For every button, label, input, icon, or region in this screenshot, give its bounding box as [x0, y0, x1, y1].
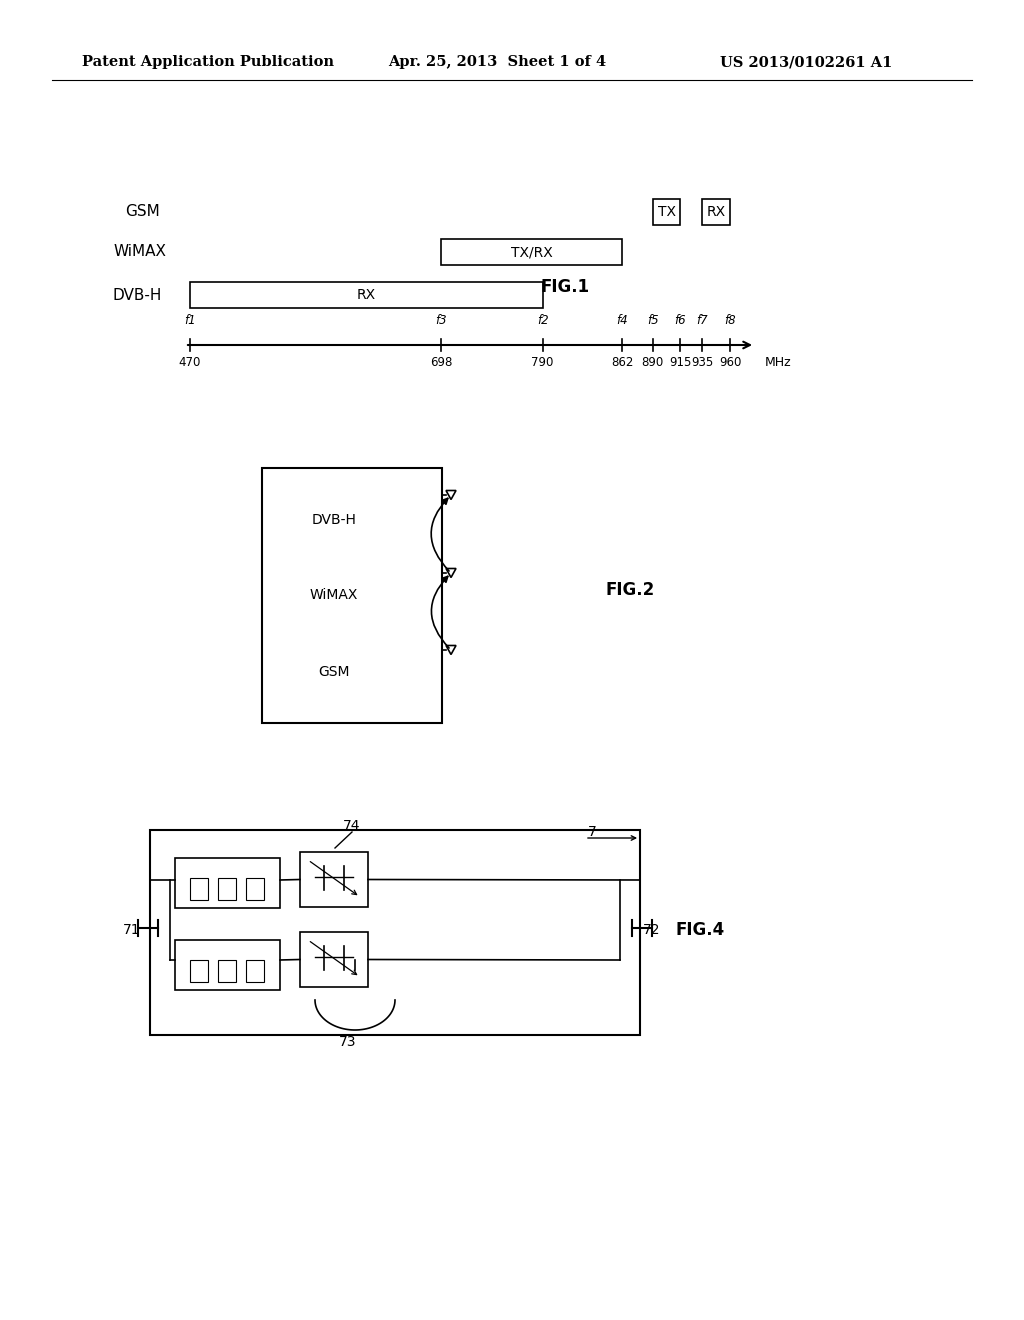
- Bar: [702, 199, 730, 224]
- Text: f7: f7: [696, 314, 709, 326]
- Text: 71: 71: [123, 923, 141, 937]
- Text: TX: TX: [657, 205, 676, 219]
- Bar: [653, 199, 680, 224]
- Text: 790: 790: [531, 356, 554, 370]
- Text: RX: RX: [707, 205, 726, 219]
- Text: MHz: MHz: [765, 356, 792, 370]
- FancyArrowPatch shape: [431, 499, 450, 572]
- Bar: [262, 469, 442, 723]
- Text: US 2013/0102261 A1: US 2013/0102261 A1: [720, 55, 892, 69]
- Bar: [175, 858, 280, 908]
- Text: 960: 960: [719, 356, 741, 370]
- Text: FIG.2: FIG.2: [605, 581, 654, 599]
- Text: RX: RX: [356, 288, 376, 302]
- Text: 72: 72: [643, 923, 660, 937]
- FancyArrowPatch shape: [431, 577, 450, 648]
- Bar: [218, 878, 236, 900]
- Bar: [150, 830, 640, 1035]
- Text: f3: f3: [435, 314, 447, 326]
- Bar: [300, 851, 368, 907]
- Text: 698: 698: [430, 356, 453, 370]
- Text: f4: f4: [616, 314, 628, 326]
- Bar: [175, 940, 280, 990]
- Text: 862: 862: [610, 356, 633, 370]
- Text: f6: f6: [675, 314, 686, 326]
- Text: f5: f5: [647, 314, 658, 326]
- Text: FIG.4: FIG.4: [676, 921, 725, 939]
- Bar: [218, 960, 236, 982]
- Text: 890: 890: [642, 356, 664, 370]
- Text: FIG.1: FIG.1: [541, 279, 590, 296]
- Text: 74: 74: [343, 818, 360, 833]
- Text: DVB-H: DVB-H: [311, 513, 356, 527]
- Text: GSM: GSM: [125, 205, 160, 219]
- Text: 935: 935: [691, 356, 714, 370]
- Bar: [246, 960, 264, 982]
- Bar: [441, 239, 622, 265]
- Text: Apr. 25, 2013  Sheet 1 of 4: Apr. 25, 2013 Sheet 1 of 4: [388, 55, 606, 69]
- Text: Patent Application Publication: Patent Application Publication: [82, 55, 334, 69]
- Bar: [300, 932, 368, 987]
- Bar: [190, 878, 208, 900]
- Text: WiMAX: WiMAX: [114, 244, 167, 260]
- Text: f1: f1: [184, 314, 196, 326]
- Bar: [190, 960, 208, 982]
- Text: GSM: GSM: [318, 665, 350, 678]
- Text: 915: 915: [670, 356, 691, 370]
- Text: 7: 7: [588, 825, 596, 840]
- Text: DVB-H: DVB-H: [112, 288, 162, 302]
- Text: TX/RX: TX/RX: [511, 246, 553, 259]
- Bar: [190, 282, 543, 308]
- Text: 73: 73: [339, 1035, 356, 1049]
- Text: WiMAX: WiMAX: [310, 587, 358, 602]
- Text: f8: f8: [724, 314, 736, 326]
- Text: f2: f2: [537, 314, 549, 326]
- Text: 470: 470: [179, 356, 201, 370]
- Bar: [246, 878, 264, 900]
